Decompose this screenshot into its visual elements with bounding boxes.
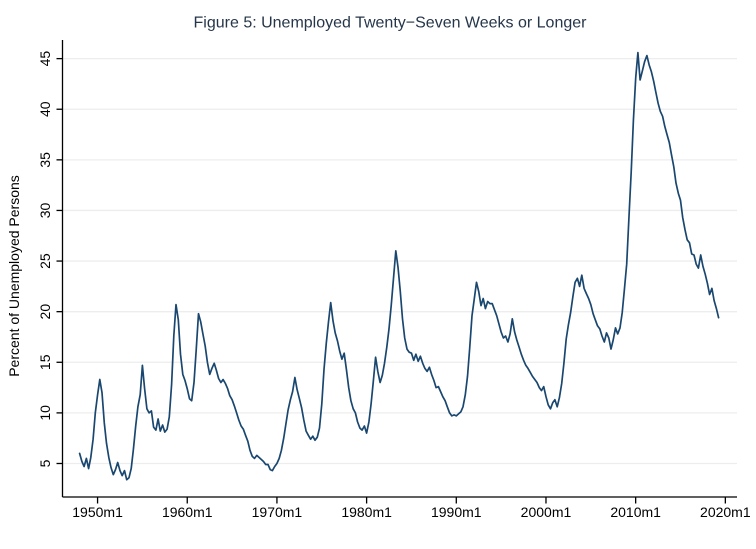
y-tick-label: 15 [37,354,53,370]
x-tick-label: 1980m1 [341,504,392,520]
x-tick-label: 1960m1 [162,504,213,520]
y-tick-label: 35 [37,152,53,168]
y-axis-title: Percent of Unemployed Persons [6,175,22,377]
series-layer [78,51,720,481]
y-tick-label: 45 [37,51,53,67]
y-tick-label: 5 [37,459,53,467]
y-tick-label: 40 [37,101,53,117]
x-tick-label: 1950m1 [72,504,123,520]
y-tick-label: 20 [37,304,53,320]
x-tick-label: 2000m1 [521,504,572,520]
x-tick-label: 2020m1 [700,504,751,520]
grid-layer [62,57,737,465]
y-tick-label: 10 [37,405,53,421]
y-tick-label: 25 [37,253,53,269]
x-tick-label: 1970m1 [252,504,303,520]
chart-title: Figure 5: Unemployed Twenty−Seven Weeks … [194,15,588,32]
series-line [78,51,720,481]
x-tick-label: 2010m1 [610,504,661,520]
x-tick-label: 1990m1 [431,504,482,520]
y-tick-label: 30 [37,202,53,218]
axis-layer: 5 10 15 20 25 30 35 40 45 1950m1 1960m1 1970m1 1980m… [37,40,751,520]
